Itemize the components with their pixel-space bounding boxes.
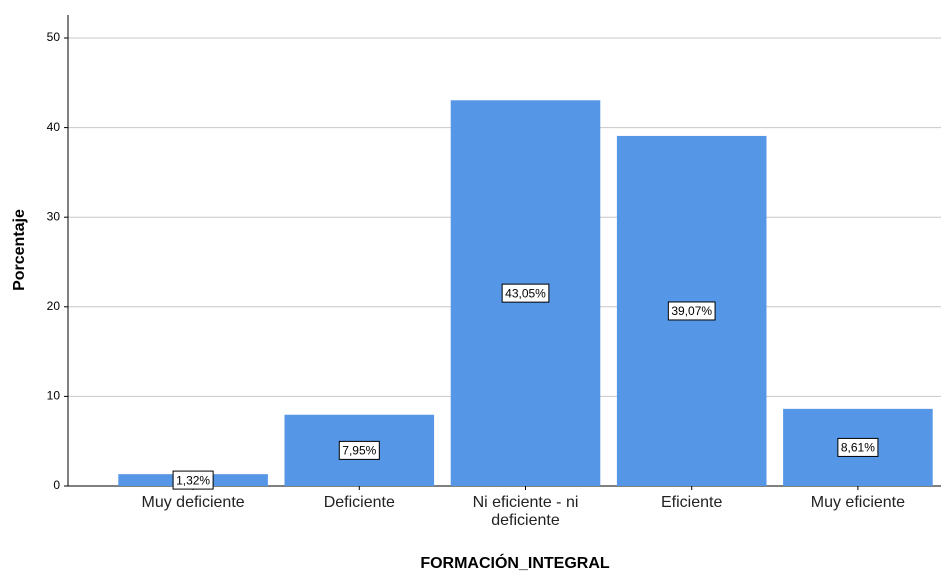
x-tick-label: Muy deficiente (141, 494, 245, 511)
value-label-box (501, 283, 550, 303)
y-tick-label: 10 (47, 389, 61, 403)
value-label: 8,61% (841, 441, 875, 455)
y-tick-label: 50 (47, 30, 61, 44)
value-label: 43,05% (505, 286, 546, 300)
value-label-box (172, 470, 214, 490)
value-label: 39,07% (671, 304, 712, 318)
value-label-box (667, 301, 716, 321)
value-label: 7,95% (342, 444, 376, 458)
y-tick-label: 0 (53, 478, 60, 492)
x-tick-label: Ni eficiente - ni deficiente (472, 494, 579, 529)
value-label-box (338, 440, 380, 460)
x-tick-label: Eficiente (661, 494, 723, 511)
x-tick-label: Deficiente (323, 494, 395, 511)
y-tick-label: 30 (47, 209, 61, 223)
y-tick-label: 40 (47, 120, 61, 134)
value-label: 1,32% (176, 473, 210, 487)
y-tick-label: 20 (47, 299, 61, 313)
value-label-box (837, 437, 879, 457)
y-axis-label: Porcentaje (11, 209, 28, 291)
x-tick-label: Muy eficiente (810, 494, 906, 511)
x-axis-label: FORMACIÓN_INTEGRAL (420, 553, 610, 572)
